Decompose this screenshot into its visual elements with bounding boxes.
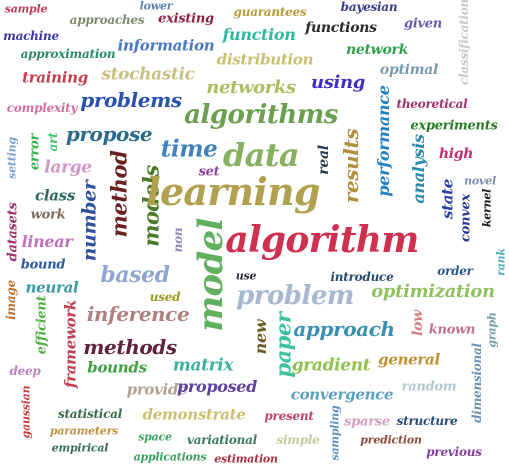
word-method: method [106, 150, 132, 238]
word-simple: simple [276, 433, 320, 447]
word-low: low [410, 310, 426, 336]
word-complexity: complexity [6, 101, 78, 115]
word-number: number [78, 180, 101, 262]
word-functions: functions [305, 20, 377, 36]
word-learning: learning [146, 169, 320, 214]
word-parameters: parameters [49, 424, 119, 438]
word-provide: provide [126, 380, 188, 399]
word-random: random [401, 379, 457, 395]
word-gaussian: gaussian [19, 385, 33, 439]
word-framework: framework [61, 299, 80, 389]
word-approach: approach [293, 317, 395, 341]
word-error: error [27, 133, 43, 171]
word-setting: setting [5, 137, 19, 179]
word-time: time [160, 135, 218, 163]
word-prediction: prediction [360, 433, 422, 447]
word-known: known [428, 322, 476, 338]
word-analysis: analysis [409, 134, 428, 204]
word-theoretical: theoretical [396, 97, 468, 111]
word-given: given [403, 16, 443, 32]
word-information: information [117, 36, 215, 55]
word-new: new [251, 319, 270, 355]
word-empirical: empirical [51, 441, 109, 455]
word-sparse: sparse [344, 414, 390, 430]
word-optimization: optimization [371, 281, 495, 302]
word-bound: bound [20, 257, 66, 273]
word-convex: convex [458, 193, 474, 243]
word-convergence: convergence [290, 385, 394, 404]
word-classification: classification [457, 0, 471, 85]
word-paper: paper [270, 312, 296, 378]
word-estimation: estimation [214, 452, 278, 466]
word-state: state [438, 178, 457, 220]
word-high: high [438, 146, 474, 162]
word-non: non [171, 227, 185, 253]
word-optimal: optimal [379, 62, 439, 78]
word-dimensional: dimensional [470, 343, 484, 423]
word-stochastic: stochastic [101, 64, 195, 85]
word-kernel: kernel [480, 188, 494, 228]
word-algorithms: algorithms [184, 100, 338, 130]
word-matrix: matrix [172, 355, 234, 376]
word-proposed: proposed [177, 377, 257, 396]
word-present: present [264, 409, 314, 423]
word-bayesian: bayesian [340, 0, 398, 14]
word-use: use [235, 269, 257, 283]
word-function: function [222, 25, 296, 44]
word-experiments: experiments [410, 118, 498, 134]
word-used: used [149, 290, 181, 304]
word-applications: applications [133, 450, 207, 464]
word-based: based [100, 262, 170, 288]
word-problem: problem [236, 281, 354, 311]
word-neural: neural [25, 278, 79, 297]
word-novel: novel [464, 174, 496, 188]
word-general: general [378, 350, 440, 369]
word-algorithm: algorithm [225, 219, 419, 261]
word-space: space [138, 430, 172, 444]
word-network: network [345, 42, 409, 58]
word-model: model [191, 218, 231, 332]
word-distribution: distribution [216, 50, 314, 69]
word-networks: networks [206, 77, 296, 98]
word-propose: propose [65, 122, 153, 146]
word-methods: methods [83, 335, 177, 359]
word-structure: structure [396, 414, 458, 428]
word-using: using [311, 72, 365, 93]
word-efficient: efficient [34, 295, 50, 355]
word-image: image [4, 280, 18, 320]
word-graph: graph [485, 312, 499, 348]
word-guarantees: guarantees [233, 5, 307, 19]
word-inference: inference [86, 302, 190, 326]
word-bounds: bounds [87, 358, 147, 377]
word-introduce: introduce [330, 270, 394, 284]
word-problems: problems [80, 88, 182, 112]
word-set: set [198, 164, 220, 180]
word-work: work [30, 207, 66, 223]
word-linear: linear [21, 232, 73, 251]
word-performance: performance [374, 85, 393, 197]
word-lower: lower [139, 0, 173, 13]
word-deep: deep [9, 364, 41, 378]
word-results: results [339, 128, 363, 204]
word-machine: machine [3, 29, 59, 43]
word-previous: previous [426, 445, 482, 459]
word-data: data [222, 136, 300, 174]
word-class: class [35, 186, 75, 205]
word-gradient: gradient [291, 355, 371, 376]
word-statistical: statistical [57, 407, 123, 421]
word-approaches: approaches [69, 13, 145, 27]
word-demonstrate: demonstrate [142, 405, 246, 424]
word-sampling: sampling [328, 405, 342, 461]
word-approximation: approximation [20, 47, 116, 61]
word-existing: existing [158, 11, 214, 27]
word-order: order [437, 264, 473, 278]
word-rank: rank [494, 248, 508, 276]
word-art: art [46, 132, 60, 152]
word-datasets: datasets [5, 202, 21, 262]
word-large: large [44, 157, 92, 178]
word-sample: sample [4, 2, 48, 16]
word-training: training [22, 68, 88, 87]
word-variational: variational [187, 433, 257, 447]
